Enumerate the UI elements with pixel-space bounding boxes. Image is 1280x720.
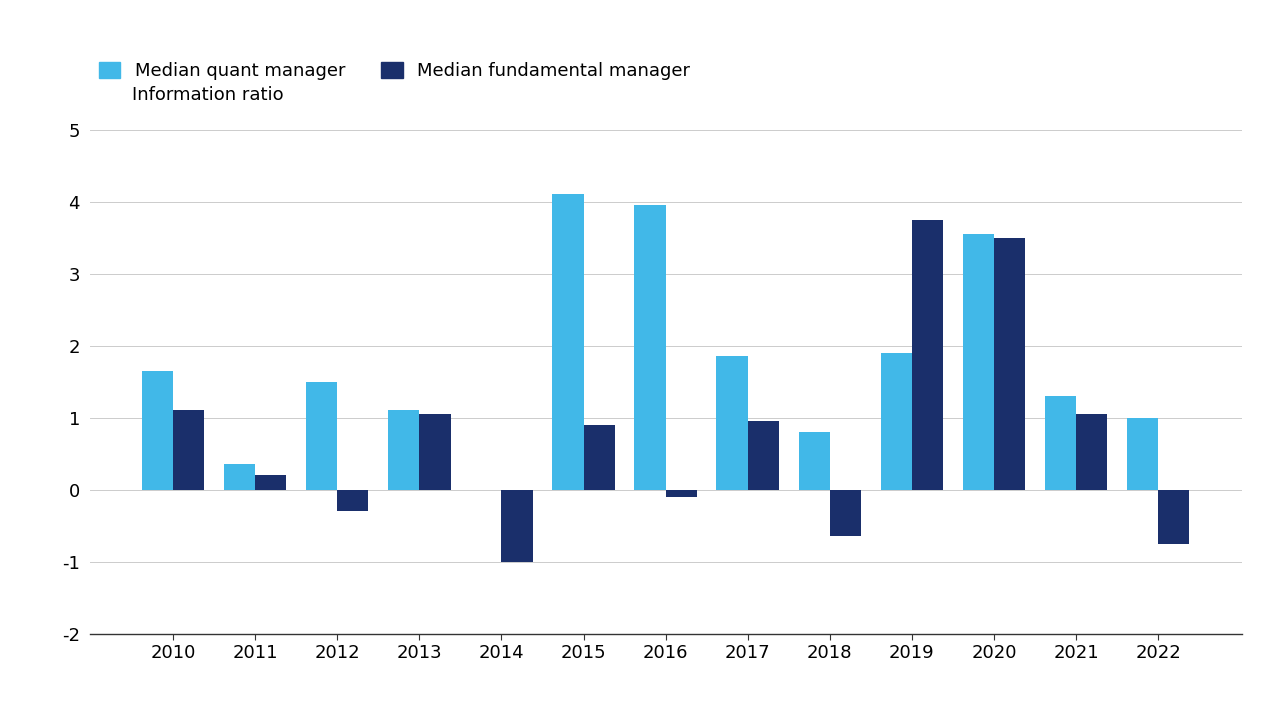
- Bar: [142, 371, 173, 490]
- Bar: [963, 234, 993, 490]
- Bar: [1076, 414, 1107, 490]
- Bar: [553, 194, 584, 490]
- Bar: [584, 425, 614, 490]
- Bar: [993, 238, 1025, 490]
- Bar: [911, 220, 943, 490]
- Bar: [338, 490, 369, 511]
- Bar: [799, 432, 829, 490]
- Bar: [1044, 396, 1076, 490]
- Bar: [829, 490, 861, 536]
- Bar: [502, 490, 532, 562]
- Bar: [420, 414, 451, 490]
- Bar: [635, 205, 666, 490]
- Bar: [388, 410, 420, 490]
- Bar: [1158, 490, 1189, 544]
- Bar: [748, 421, 778, 490]
- Bar: [717, 356, 748, 490]
- Bar: [881, 353, 911, 490]
- Legend: Median quant manager, Median fundamental manager: Median quant manager, Median fundamental…: [99, 62, 690, 80]
- Bar: [306, 382, 338, 490]
- Bar: [666, 490, 696, 497]
- Bar: [255, 475, 287, 490]
- Bar: [224, 464, 255, 490]
- Bar: [1126, 418, 1158, 490]
- Bar: [173, 410, 205, 490]
- Text: Information ratio: Information ratio: [132, 86, 284, 104]
